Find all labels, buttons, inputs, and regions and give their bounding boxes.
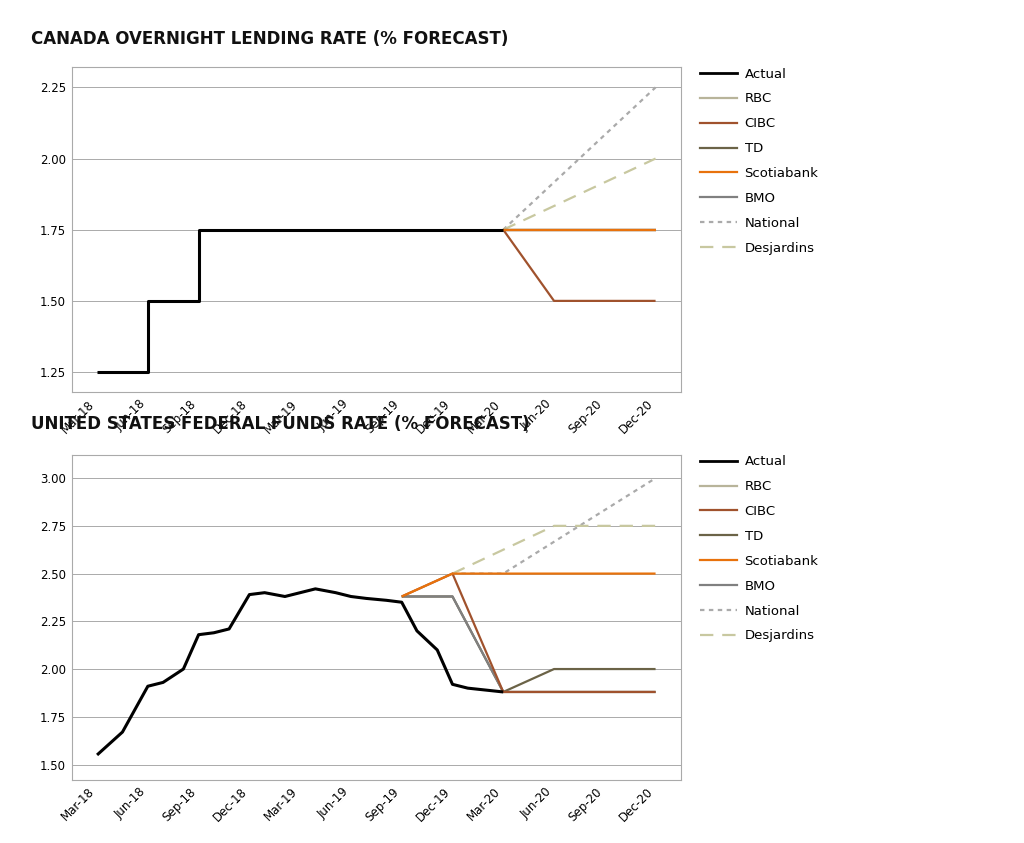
Text: UNITED STATES FEDERAL FUNDS RATE (% FORECAST): UNITED STATES FEDERAL FUNDS RATE (% FORE…: [31, 415, 529, 432]
Legend: Actual, RBC, CIBC, TD, Scotiabank, BMO, National, Desjardins: Actual, RBC, CIBC, TD, Scotiabank, BMO, …: [699, 455, 818, 642]
Legend: Actual, RBC, CIBC, TD, Scotiabank, BMO, National, Desjardins: Actual, RBC, CIBC, TD, Scotiabank, BMO, …: [699, 67, 818, 255]
Text: CANADA OVERNIGHT LENDING RATE (% FORECAST): CANADA OVERNIGHT LENDING RATE (% FORECAS…: [31, 30, 508, 47]
